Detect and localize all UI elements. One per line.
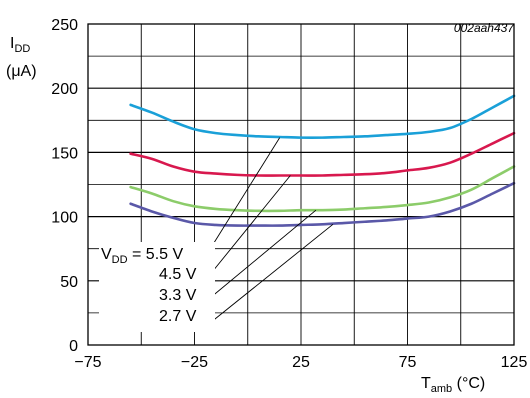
y-tick-label: 50 — [60, 274, 78, 291]
y-axis-unit: (μA) — [6, 63, 37, 80]
y-tick-label: 250 — [51, 17, 78, 34]
annotation-vdd-sub: DD — [112, 254, 128, 266]
annotation-3v3: 3.3 V — [159, 287, 197, 304]
x-tick-label: −25 — [181, 354, 208, 371]
series-line-2-7-V — [129, 181, 516, 227]
y-axis-label-sub: DD — [14, 43, 30, 55]
y-tick-labels: 0 50 100 150 200 250 — [51, 17, 78, 355]
y-tick-label: 100 — [51, 210, 78, 227]
grid — [88, 24, 514, 345]
annotation-leaders — [201, 137, 334, 324]
annotation-vdd-main: V — [101, 246, 112, 263]
x-tick-label: 125 — [501, 354, 528, 371]
annotation-leader-line — [203, 209, 317, 304]
x-tick-labels: −75 −25 25 75 125 — [74, 354, 527, 371]
x-tick-label: 75 — [399, 354, 417, 371]
annotation-4v5: 4.5 V — [159, 266, 197, 283]
annotation-vdd-value: = 5.5 V — [128, 246, 184, 263]
annotation-2v7: 2.7 V — [159, 308, 197, 325]
y-axis-label: IDD — [10, 35, 30, 55]
series-line-4-5-V — [129, 131, 516, 177]
annotation-leader-line — [203, 175, 291, 283]
series-line-5-5-V — [129, 94, 516, 140]
series-layer — [129, 94, 516, 227]
x-axis-label: Tamb (°C) — [421, 375, 485, 395]
annotation-backdrop — [99, 242, 215, 332]
annotation-leader-line — [209, 223, 334, 324]
plot-frame — [87, 23, 515, 346]
y-axis-label-main: I — [10, 35, 14, 52]
x-axis-label-main: T — [421, 375, 431, 392]
y-tick-label: 150 — [51, 145, 78, 162]
x-axis-label-sub: amb — [431, 383, 452, 395]
x-axis-label-unit: (°C) — [452, 375, 485, 392]
series-line-3-3-V — [129, 165, 516, 213]
y-tick-label: 0 — [69, 338, 78, 355]
x-tick-label: −75 — [74, 354, 101, 371]
figure-id: 002aah437 — [454, 21, 515, 35]
x-tick-label: 25 — [292, 354, 310, 371]
annotation-vdd-5v5: VDD = 5.5 V — [101, 246, 183, 266]
y-tick-label: 200 — [51, 81, 78, 98]
annotation-leader-line — [201, 137, 281, 263]
